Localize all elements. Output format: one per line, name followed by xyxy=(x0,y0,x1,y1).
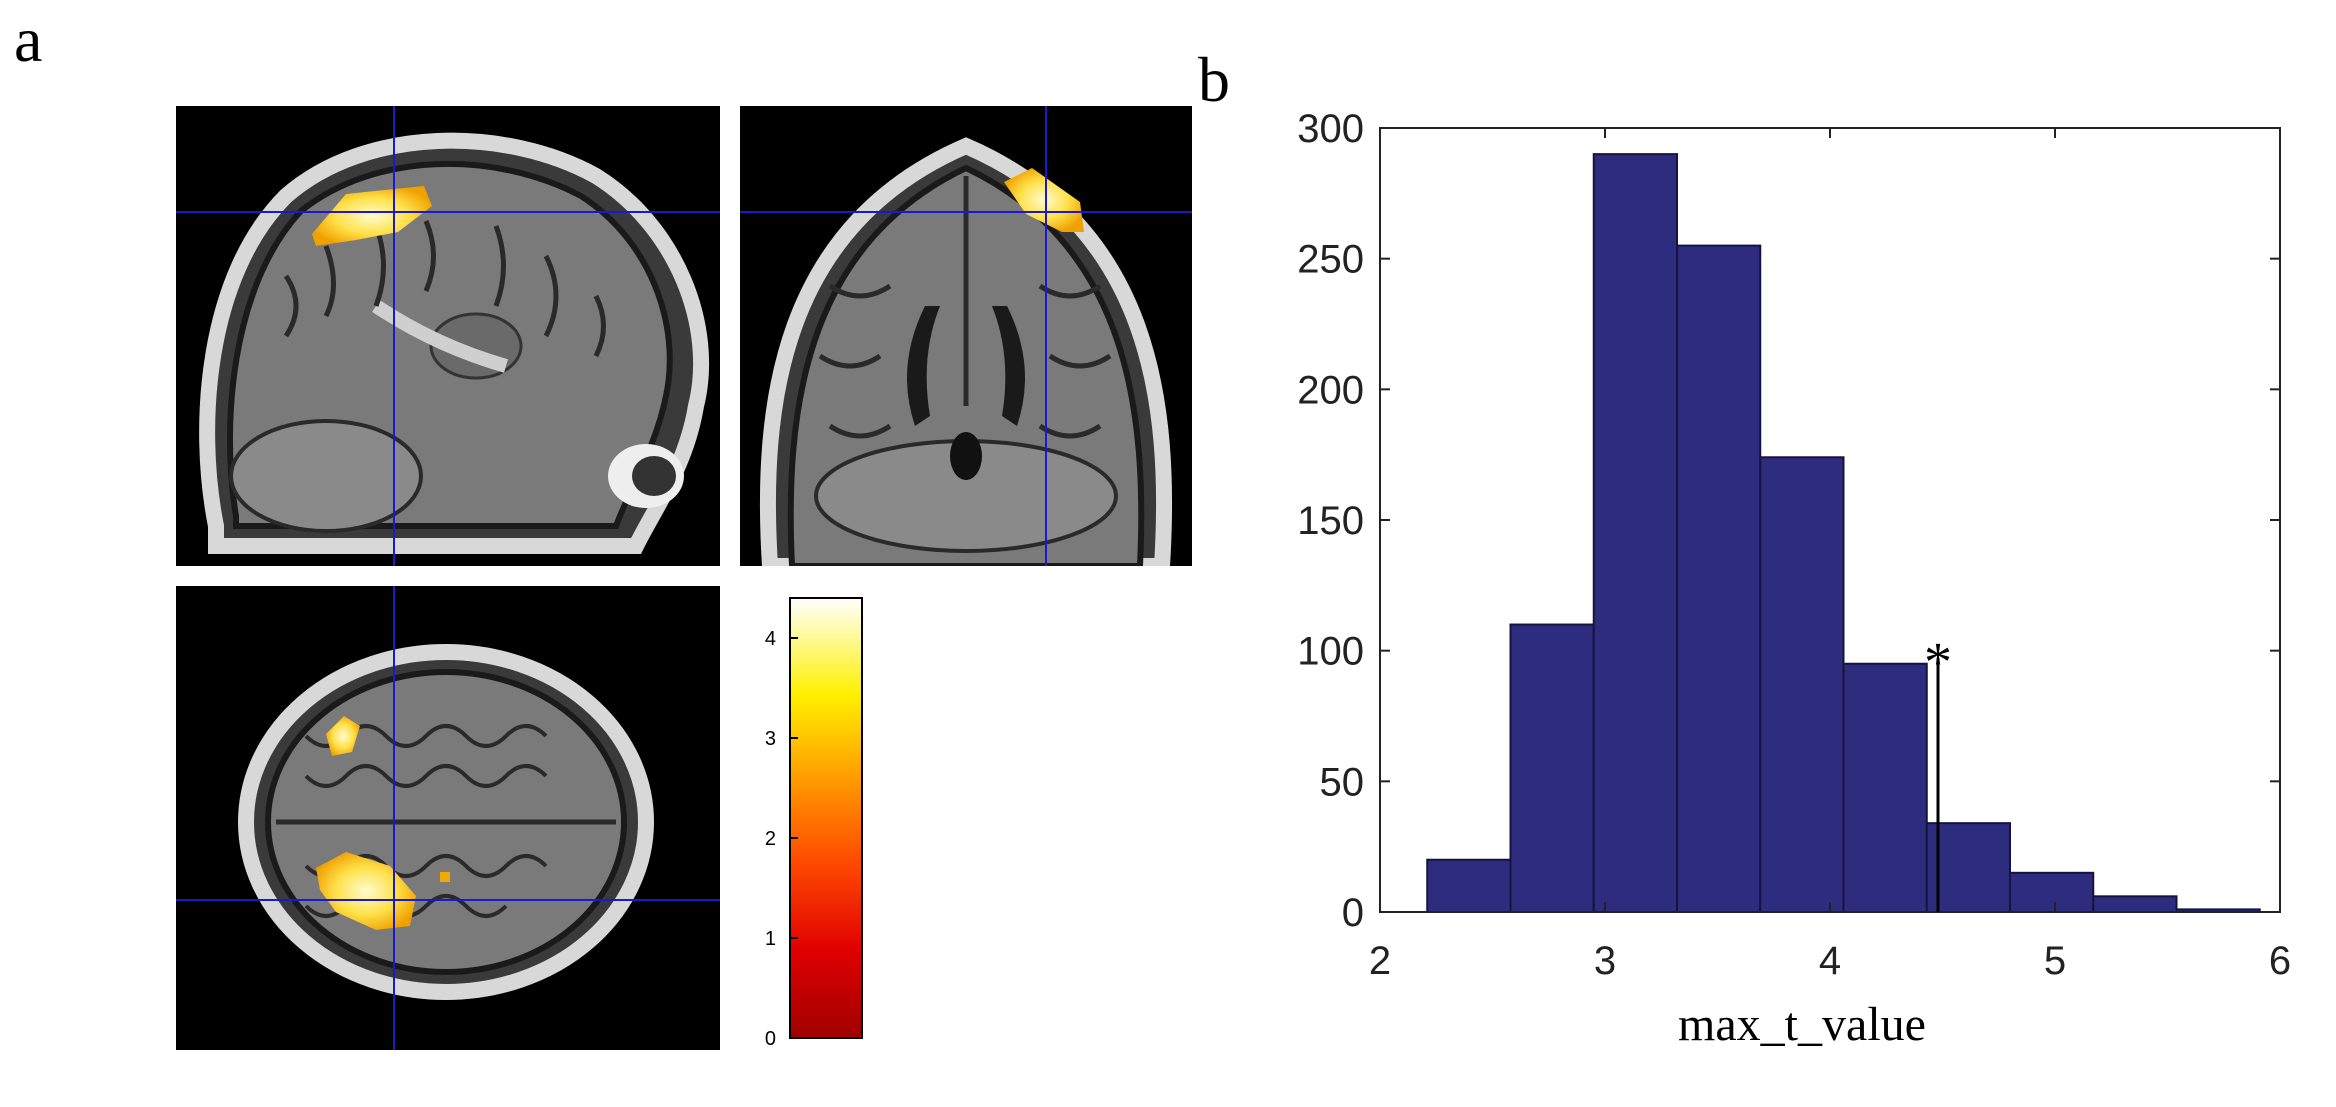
coronal-image xyxy=(740,106,1192,566)
colorbar-svg: 0 1 2 3 4 xyxy=(765,597,863,1050)
histogram-bar xyxy=(2009,871,2095,913)
histogram-bar xyxy=(1759,456,1845,913)
y-tick-label: 100 xyxy=(1297,630,1364,674)
y-tick-label: 150 xyxy=(1297,499,1364,543)
x-tick-label: 3 xyxy=(1594,939,1616,983)
histogram-bar xyxy=(1592,153,1678,913)
colorbar-tick-label: 0 xyxy=(765,1028,776,1050)
panel-label-a: a xyxy=(14,4,43,75)
histogram-chart: 0 50 100 150 200 250 300 2 3 4 5 6 * max_t_value xyxy=(1260,90,2336,1102)
histogram-svg: 0 50 100 150 200 250 300 2 3 4 5 6 * max_t_value xyxy=(1297,107,2291,1051)
sagittal-view xyxy=(176,106,720,566)
x-tick-label: 5 xyxy=(2044,939,2066,983)
colorbar-tick-label: 2 xyxy=(765,828,776,850)
x-tick-label: 2 xyxy=(1369,939,1391,983)
sagittal-image xyxy=(176,106,720,566)
x-axis-label: max_t_value xyxy=(1678,998,1926,1051)
histogram-bar xyxy=(1509,623,1595,913)
histogram-bar xyxy=(2092,895,2178,914)
threshold-asterisk: * xyxy=(1924,632,1952,694)
y-tick-label: 50 xyxy=(1320,760,1365,804)
y-tick-label: 200 xyxy=(1297,368,1364,412)
colorbar-gradient xyxy=(789,597,863,1039)
colorbar: 0 1 2 3 4 xyxy=(740,590,900,1050)
coronal-view xyxy=(740,106,1192,566)
axial-image xyxy=(176,586,720,1050)
colorbar-tick-label: 4 xyxy=(765,628,776,650)
histogram-bar xyxy=(1842,662,1928,913)
axial-view xyxy=(176,586,720,1050)
x-tick-label: 4 xyxy=(1819,939,1841,983)
y-tick-label: 300 xyxy=(1297,107,1364,151)
histogram-bar xyxy=(1925,822,2011,913)
histogram-bar xyxy=(1676,244,1762,914)
colorbar-tick-label: 1 xyxy=(765,928,776,950)
x-tick-label: 6 xyxy=(2269,939,2291,983)
panel-label-b: b xyxy=(1198,44,1230,115)
y-tick-label: 250 xyxy=(1297,238,1364,282)
colorbar-tick-label: 3 xyxy=(765,728,776,750)
histogram-bar xyxy=(1426,858,1512,914)
y-tick-label: 0 xyxy=(1342,891,1364,935)
